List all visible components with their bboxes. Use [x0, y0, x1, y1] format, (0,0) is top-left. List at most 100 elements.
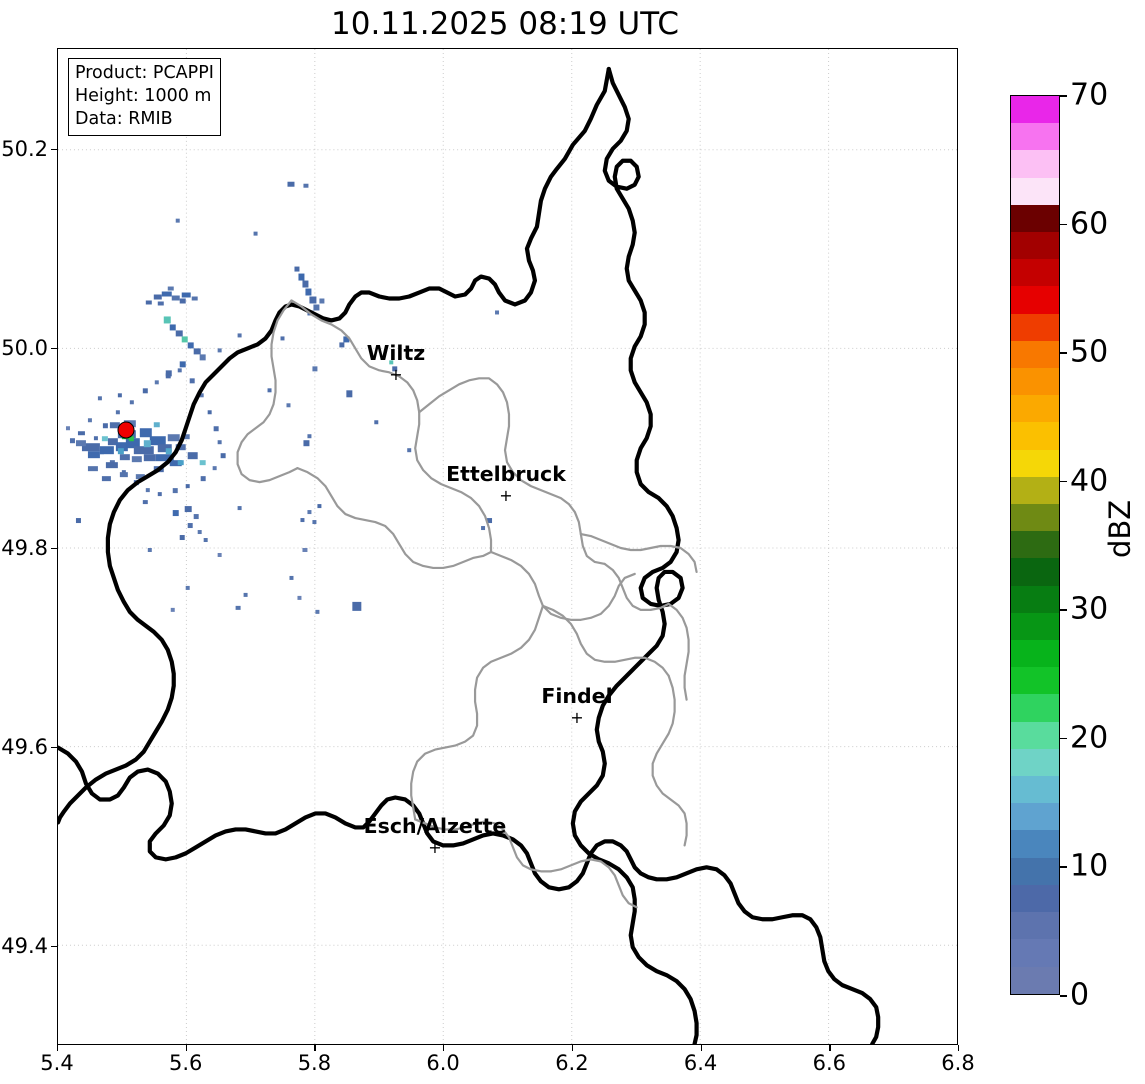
- ytick-mark: [51, 548, 57, 550]
- xtick-label-6: 6.6: [812, 1051, 846, 1075]
- colorbar-tick-mark: [1060, 480, 1067, 483]
- colorbar-band: [1011, 585, 1059, 613]
- city-name-wiltz: Wiltz: [366, 341, 426, 365]
- colorbar-band: [1011, 939, 1059, 967]
- colorbar-band: [1011, 830, 1059, 858]
- city-name-esch-alzette: Esch/Alzette: [363, 814, 507, 838]
- colorbar-band: [1011, 558, 1059, 586]
- colorbar-tick-mark: [1060, 866, 1067, 868]
- city-marker-ettelbruck: +: [499, 485, 513, 505]
- ytick-label-0: 49.4: [1, 934, 48, 958]
- xtick-label-5: 6.4: [683, 1051, 718, 1075]
- city-name-findel: Findel: [541, 684, 613, 708]
- city-marker-esch-alzette: +: [428, 837, 442, 857]
- colorbar-band: [1011, 694, 1059, 722]
- ytick-label-2: 49.8: [1, 536, 48, 560]
- city-marker-findel: +: [570, 707, 584, 727]
- colorbar-band: [1011, 776, 1059, 804]
- city-label-esch-alzette: Esch/Alzette +: [364, 816, 507, 856]
- ytick-label-3: 50.0: [1, 336, 48, 360]
- ytick-label-4: 50.2: [1, 137, 48, 161]
- colorbar-band: [1011, 395, 1059, 423]
- radar-site-marker[interactable]: [117, 421, 135, 439]
- map-gridlines: [58, 49, 957, 1044]
- colorbar-tick-label-30: 30: [1070, 591, 1109, 627]
- colorbar-tick-mark: [1060, 609, 1067, 611]
- xtick-mark: [443, 1045, 445, 1051]
- colorbar-band: [1011, 884, 1059, 913]
- xtick-mark: [314, 1045, 316, 1051]
- colorbar-band: [1011, 286, 1059, 314]
- colorbar-axis-label: dBZ: [1103, 499, 1137, 558]
- xtick-mark: [829, 1045, 831, 1051]
- colorbar-tick-mark: [1060, 352, 1067, 354]
- colorbar-band: [1011, 150, 1059, 178]
- colorbar-tick-mark: [1060, 995, 1067, 997]
- colorbar-band: [1011, 123, 1059, 151]
- colorbar-band: [1011, 476, 1059, 505]
- xtick-mark: [958, 1045, 960, 1051]
- colorbar-band: [1011, 259, 1059, 287]
- map-canvas: [58, 49, 957, 1044]
- ytick-mark: [51, 149, 57, 151]
- colorbar-band: [1011, 449, 1059, 477]
- colorbar-band: [1011, 667, 1059, 695]
- colorbar[interactable]: [1010, 95, 1060, 995]
- ytick-mark: [51, 747, 57, 749]
- xtick-label-4: 6.2: [555, 1051, 589, 1075]
- colorbar-band: [1011, 177, 1059, 205]
- ytick-label-1: 49.6: [1, 735, 48, 759]
- city-label-findel: Findel +: [541, 686, 612, 726]
- colorbar-tick-label-0: 0: [1070, 977, 1090, 1013]
- info-data: Data: RMIB: [75, 109, 173, 130]
- city-label-ettelbruck: Ettelbruck +: [446, 464, 566, 504]
- district-boundaries: [236, 299, 698, 909]
- colorbar-tick-mark: [1060, 223, 1067, 226]
- colorbar-band: [1011, 640, 1059, 668]
- national-border-east: [570, 66, 699, 1044]
- colorbar-band: [1011, 531, 1059, 559]
- city-label-wiltz: Wiltz +: [367, 343, 425, 383]
- xtick-label-2: 5.8: [297, 1051, 332, 1075]
- ytick-mark: [51, 946, 57, 948]
- xtick-mark: [185, 1045, 188, 1051]
- colorbar-tick-mark: [1060, 737, 1067, 740]
- xtick-label-0: 5.4: [40, 1051, 74, 1075]
- colorbar-band: [1011, 748, 1059, 777]
- colorbar-band: [1011, 232, 1059, 260]
- colorbar-band: [1011, 368, 1059, 396]
- colorbar-band: [1011, 912, 1059, 940]
- colorbar-band: [1011, 803, 1059, 831]
- radar-echo-pixels: [65, 181, 500, 614]
- colorbar-tick-label-40: 40: [1070, 463, 1109, 499]
- colorbar-band: [1011, 721, 1059, 749]
- national-border-south: [58, 745, 881, 1044]
- colorbar-band: [1011, 857, 1059, 885]
- xtick-label-3: 6.0: [426, 1051, 460, 1075]
- ytick-mark: [51, 348, 57, 350]
- city-name-ettelbruck: Ettelbruck: [446, 462, 566, 486]
- national-border: [58, 66, 611, 825]
- city-marker-wiltz: +: [389, 364, 403, 384]
- colorbar-band: [1011, 504, 1059, 532]
- info-product: Product: PCAPPI: [75, 63, 214, 83]
- colorbar-tick-label-20: 20: [1070, 720, 1109, 756]
- info-height: Height: 1000 m: [75, 86, 212, 107]
- xtick-label-7: 6.8: [941, 1051, 975, 1075]
- colorbar-tick-label-10: 10: [1070, 848, 1109, 884]
- colorbar-band: [1011, 96, 1059, 124]
- page-title: 10.11.2025 08:19 UTC: [331, 6, 679, 42]
- colorbar-tick-label-70: 70: [1070, 77, 1109, 113]
- xtick-mark: [571, 1045, 574, 1051]
- info-box: Product: PCAPPI Height: 1000 m Data: RMI…: [68, 58, 221, 137]
- colorbar-tick-mark: [1060, 95, 1067, 97]
- radar-map-plot[interactable]: Product: PCAPPI Height: 1000 m Data: RMI…: [57, 48, 958, 1045]
- colorbar-band: [1011, 204, 1059, 233]
- colorbar-tick-label-60: 60: [1070, 206, 1109, 242]
- colorbar-band: [1011, 340, 1059, 369]
- colorbar-band: [1011, 612, 1059, 641]
- xtick-mark: [700, 1045, 702, 1051]
- xtick-mark: [57, 1045, 59, 1051]
- colorbar-tick-label-50: 50: [1070, 334, 1109, 370]
- colorbar-band: [1011, 313, 1059, 341]
